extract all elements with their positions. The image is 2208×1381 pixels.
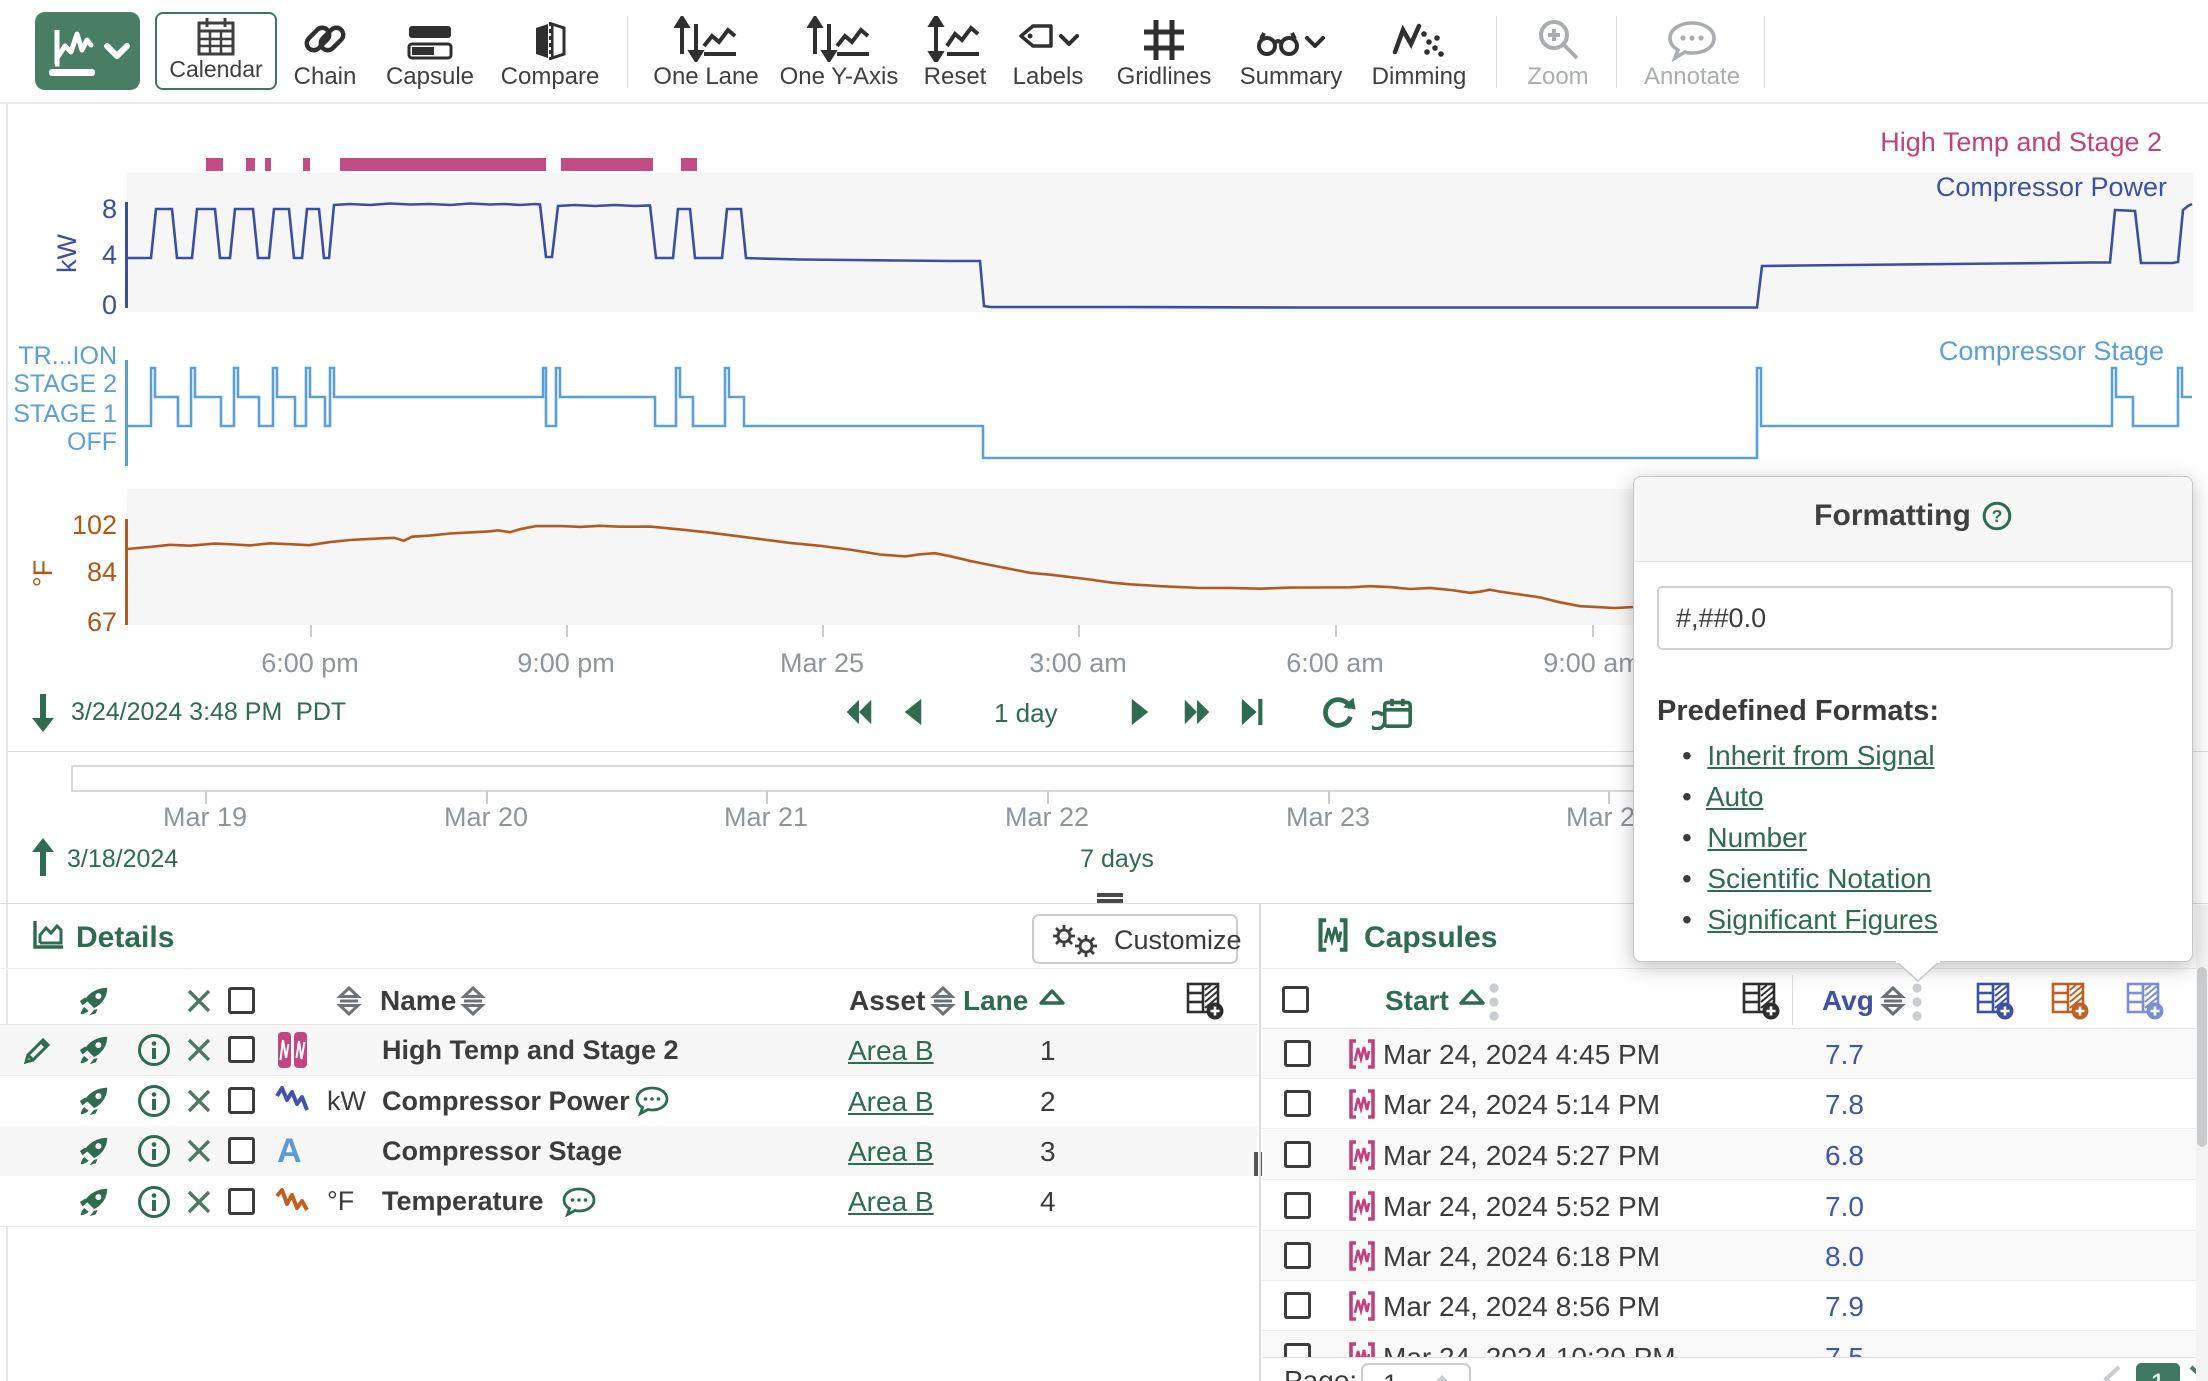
svg-text:?: ? (1991, 506, 2002, 526)
